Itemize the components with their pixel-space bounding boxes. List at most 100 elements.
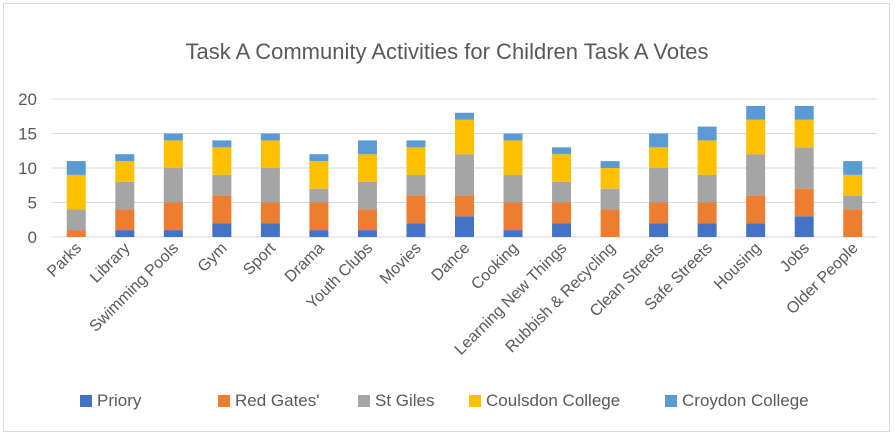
y-axis-ticks: 0 5 10 15 20 (18, 90, 37, 247)
bar-segment (455, 154, 474, 196)
bar-segment (600, 209, 620, 237)
bar-segment (163, 168, 183, 203)
bar-segment (552, 181, 572, 203)
y-tick-label: 20 (18, 90, 37, 109)
bars (66, 105, 863, 237)
x-tick-label: Swimming Pools (87, 240, 183, 336)
bar-segment (115, 161, 135, 182)
bar-segment (843, 195, 863, 210)
x-tick-label: Drama (282, 240, 328, 286)
bar-segment (794, 188, 814, 217)
bar-segment (600, 168, 620, 189)
bar-segment (746, 223, 766, 237)
bar-segment (794, 105, 814, 120)
bar-segment (260, 133, 280, 141)
bar-segment (649, 168, 669, 203)
bar-segment (455, 112, 474, 120)
x-tick-label: Gym (195, 240, 231, 276)
bar-segment (794, 119, 814, 148)
bar-segment (843, 174, 863, 196)
bar-segment (697, 223, 717, 237)
bar-segment (746, 195, 766, 224)
x-tick-label: Jobs (777, 240, 813, 276)
legend-label: Red Gates' (235, 391, 320, 410)
x-tick-label: Parks (44, 240, 85, 281)
legend-label: Priory (97, 391, 142, 410)
bar-segment (260, 223, 280, 237)
bar-segment (552, 147, 572, 155)
bar-segment (406, 223, 426, 237)
chart-title: Task A Community Activities for Children… (186, 39, 709, 64)
bar-segment (309, 230, 329, 237)
bar-segment (212, 147, 232, 175)
bar-segment (260, 168, 280, 203)
x-tick-label: Housing (711, 240, 765, 294)
bar-segment (649, 202, 669, 224)
bar-segment (552, 202, 572, 224)
legend-swatch (665, 395, 677, 407)
bar-segment (357, 209, 377, 231)
bar-segment (406, 195, 426, 224)
y-tick-label: 15 (18, 125, 37, 144)
bar-segment (552, 154, 572, 182)
legend-label: Coulsdon College (486, 391, 620, 410)
bar-segment (503, 202, 523, 231)
bar-segment (212, 223, 232, 237)
bar-segment (212, 174, 232, 196)
bar-segment (406, 174, 426, 196)
bar-segment (503, 230, 523, 237)
bar-segment (212, 140, 232, 148)
bar-segment (66, 174, 86, 210)
bar-segment (260, 202, 280, 224)
bar-segment (697, 126, 717, 141)
bar-segment (843, 209, 863, 237)
bar-segment (309, 188, 329, 203)
bar-segment (163, 230, 183, 237)
bar-segment (115, 230, 135, 237)
legend: Priory Red Gates' St Giles Coulsdon College… (80, 391, 809, 410)
chart-svg: Task A Community Activities for Children… (18, 39, 877, 410)
bar-segment (357, 230, 377, 237)
bar-segment (357, 181, 377, 210)
y-tick-label: 0 (28, 228, 37, 247)
bar-segment (163, 202, 183, 231)
bar-segment (115, 181, 135, 210)
bar-segment (503, 174, 523, 203)
bar-segment (649, 147, 669, 168)
bar-segment (309, 161, 329, 189)
bar-segment (66, 161, 86, 175)
y-tick-label: 10 (18, 159, 37, 178)
bar-segment (163, 133, 183, 141)
bar-segment (746, 105, 766, 120)
bar-segment (260, 140, 280, 168)
bar-segment (455, 216, 474, 237)
bar-segment (746, 154, 766, 196)
bar-segment (357, 154, 377, 182)
bar-segment (649, 133, 669, 148)
bar-segment (66, 230, 86, 237)
x-tick-label: Movies (377, 240, 425, 288)
bar-segment (503, 140, 523, 175)
legend-swatch (469, 395, 481, 407)
chart-area: Task A Community Activities for Children… (3, 3, 890, 432)
bar-segment (115, 154, 135, 162)
bar-segment (794, 147, 814, 189)
bar-segment (163, 140, 183, 168)
bar-segment (455, 119, 474, 155)
legend-label: Croydon College (682, 391, 809, 410)
bar-segment (697, 202, 717, 224)
bar-segment (309, 202, 329, 231)
legend-swatch (358, 395, 370, 407)
x-tick-label: Sport (240, 239, 279, 278)
bar-segment (600, 188, 620, 210)
y-tick-label: 5 (28, 194, 37, 213)
bar-segment (697, 140, 717, 175)
bar-segment (600, 161, 620, 168)
x-tick-label: Library (87, 240, 134, 287)
bar-segment (406, 140, 426, 148)
legend-swatch (80, 395, 92, 407)
bar-segment (66, 209, 86, 231)
legend-label: St Giles (375, 391, 435, 410)
legend-swatch (218, 395, 230, 407)
bar-segment (746, 119, 766, 155)
